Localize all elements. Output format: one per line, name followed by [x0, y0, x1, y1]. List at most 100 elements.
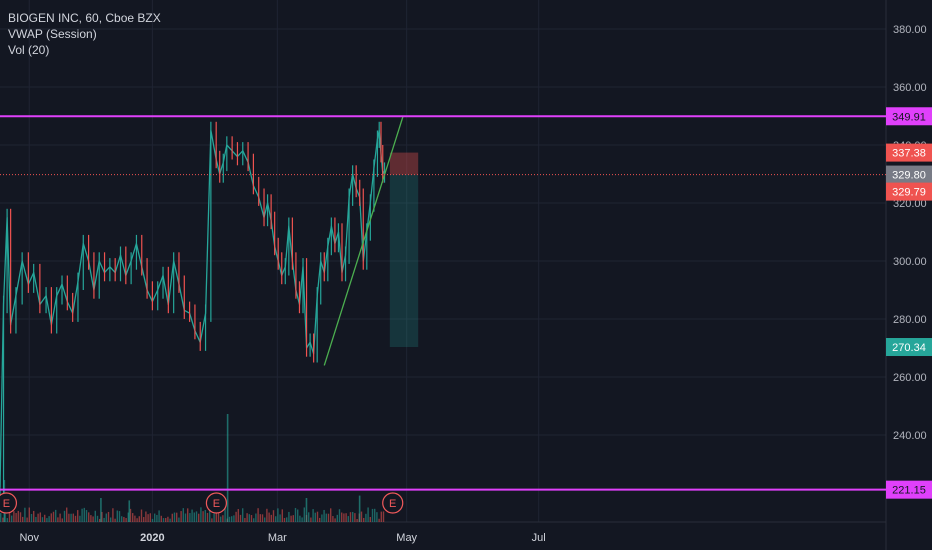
volume-bar-57 — [125, 518, 127, 522]
volume-bar-31 — [68, 513, 70, 522]
price-tag-entry — [886, 182, 932, 201]
volume-bar-66 — [145, 511, 147, 522]
volume-bar-112 — [246, 513, 248, 522]
volume-bar-33 — [72, 513, 74, 522]
volume-bar-30 — [66, 507, 68, 522]
volume-bar-82 — [180, 511, 182, 522]
volume-bar-122 — [268, 512, 270, 522]
volume-bar-40 — [88, 512, 90, 522]
volume-bar-165 — [363, 517, 365, 522]
volume-bar-90 — [198, 513, 200, 522]
price-tick-label-0: 380.00 — [893, 24, 927, 36]
volume-bar-127 — [279, 514, 281, 522]
volume-bar-89 — [195, 511, 198, 522]
volume-bar-129 — [283, 517, 286, 522]
volume-bar-3 — [6, 518, 8, 522]
volume-bar-88 — [193, 512, 195, 522]
volume-bar-55 — [121, 516, 123, 522]
earnings-marker-label-1: E — [213, 498, 220, 510]
volume-bar-95 — [209, 508, 211, 522]
volume-bar-9 — [19, 512, 22, 522]
volume-bar-84 — [184, 513, 187, 522]
volume-bar-69 — [151, 518, 154, 522]
volume-bar-61 — [134, 515, 136, 522]
price-tag-label-target: 270.34 — [892, 342, 926, 354]
volume-bar-36 — [79, 515, 81, 522]
volume-bar-96 — [211, 518, 213, 522]
volume-bar-116 — [255, 513, 257, 522]
volume-bar-29 — [63, 510, 66, 522]
volume-bar-46 — [101, 511, 103, 522]
volume-bar-162 — [356, 518, 358, 522]
volume-bar-15 — [33, 510, 35, 522]
volume-bar-144 — [316, 511, 319, 522]
volume-bar-60 — [132, 513, 134, 522]
volume-bar-146 — [321, 514, 323, 522]
volume-bar-107 — [235, 511, 237, 522]
volume-bar-160 — [352, 511, 354, 522]
volume-bar-120 — [264, 517, 266, 522]
volume-bar-91 — [200, 507, 202, 522]
volume-bar-106 — [233, 515, 235, 522]
earnings-marker-0 — [0, 492, 18, 514]
volume-bar-109 — [239, 514, 242, 522]
horizontal-levels — [0, 115, 886, 491]
earnings-marker-label-0: E — [3, 498, 10, 510]
legend-symbol[interactable]: BIOGEN INC, 60, Cboe BZX — [8, 11, 161, 25]
target-zone — [389, 174, 419, 348]
time-tick-label-1: 2020 — [140, 532, 164, 544]
volume-spike-4 — [305, 498, 308, 522]
price-tag-label-stop: 337.38 — [892, 148, 926, 160]
volume-bar-134 — [294, 507, 297, 522]
volume-bar-49 — [107, 511, 110, 522]
volume-bar-173 — [380, 511, 382, 522]
volume-bar-54 — [118, 511, 121, 522]
volume-bar-164 — [360, 511, 363, 522]
volume-bar-50 — [110, 517, 112, 522]
volume-bar-110 — [242, 508, 244, 522]
volume-spike-5 — [358, 495, 361, 522]
volume-bar-35 — [77, 510, 79, 522]
volume-bar-47 — [103, 517, 105, 522]
volume-bar-75 — [165, 518, 167, 522]
volume-bar-65 — [143, 517, 145, 522]
volume-bar-34 — [74, 515, 77, 522]
volume-bar-17 — [37, 513, 39, 522]
volume-bar-172 — [378, 518, 380, 522]
volume-bar-86 — [189, 513, 191, 522]
trendline — [323, 115, 404, 366]
volume-bar-174 — [382, 511, 385, 522]
volume-bar-151 — [332, 516, 334, 522]
price-tick-label-5: 280.00 — [893, 314, 927, 326]
volume-bar-117 — [257, 508, 259, 522]
level-tag-1 — [886, 480, 932, 499]
volume-bar-97 — [213, 513, 215, 522]
volume-bar-32 — [70, 513, 72, 522]
short-position-box — [389, 152, 419, 348]
support-trendline — [323, 115, 404, 366]
price-tick-label-3: 320.00 — [893, 198, 927, 210]
volume-bar-118 — [259, 514, 261, 522]
volume-bar-111 — [244, 517, 246, 522]
legend-volume[interactable]: Vol (20) — [8, 43, 50, 57]
volume-bar-171 — [376, 512, 378, 522]
volume-bar-135 — [297, 509, 299, 522]
volume-bar-136 — [299, 515, 301, 522]
volume-bar-170 — [374, 508, 376, 522]
volume-bar-168 — [369, 516, 371, 522]
earnings-marker-2 — [382, 492, 404, 514]
volume-bar-98 — [215, 511, 217, 522]
volume-bar-10 — [22, 516, 24, 522]
volume-bar-7 — [15, 513, 17, 522]
volume-bar-38 — [83, 507, 85, 522]
level-tag-label-1: 221.15 — [892, 485, 926, 497]
volume-bar-58 — [127, 512, 129, 522]
volume-bar-93 — [204, 509, 206, 522]
volume-bar-64 — [140, 509, 143, 522]
volume-bar-72 — [158, 510, 160, 522]
volume-bar-80 — [176, 512, 178, 522]
legend-vwap[interactable]: VWAP (Session) — [8, 27, 97, 41]
volume-bar-126 — [277, 508, 279, 522]
